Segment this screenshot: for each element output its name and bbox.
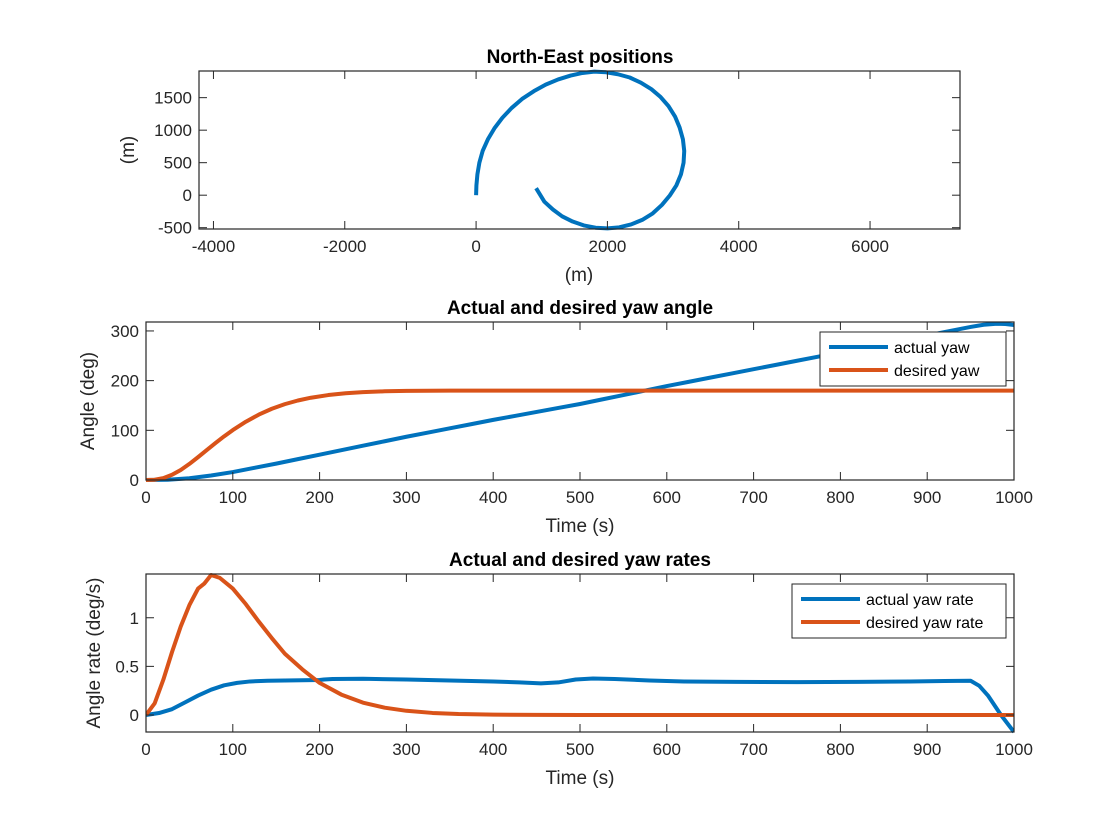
series-group	[146, 572, 1014, 734]
legend-label: desired yaw rate	[866, 615, 983, 632]
x-tick-label: 0	[141, 488, 150, 507]
y-tick-label: 500	[164, 154, 192, 173]
x-tick-label: 1000	[995, 488, 1033, 507]
x-tick-label: 500	[566, 488, 594, 507]
legend: actual yaw rate desired yaw rate	[791, 583, 1007, 639]
x-tick-label: -4000	[192, 237, 235, 256]
x-tick-label: 900	[913, 740, 941, 759]
x-tick-label: 0	[141, 740, 150, 759]
x-tick-label: 900	[913, 488, 941, 507]
x-tick-label: 600	[653, 488, 681, 507]
axes-box	[198, 70, 961, 230]
series-line-trajectory	[474, 69, 687, 231]
y-tick-label: 200	[111, 372, 139, 391]
series-line-desired-yaw	[146, 388, 1014, 482]
x-tick-label: 700	[739, 740, 767, 759]
legend-label: actual yaw	[894, 340, 970, 357]
series-group	[474, 69, 687, 231]
y-tick-label: 1000	[154, 121, 192, 140]
x-tick-label: 100	[219, 488, 247, 507]
x-tick-label: -2000	[323, 237, 366, 256]
y-tick-label: 1500	[154, 89, 192, 108]
x-tick-label: 6000	[851, 237, 889, 256]
legend: actual yaw desired yaw	[819, 331, 1007, 387]
y-tick-label: -500	[158, 219, 192, 238]
x-axis-label: Time (s)	[546, 516, 615, 537]
y-tick-label: 0	[130, 471, 139, 490]
chart-title: Actual and desired yaw angle	[447, 298, 713, 319]
x-tick-label: 800	[826, 740, 854, 759]
x-tick-label: 4000	[720, 237, 758, 256]
yaw-rate-plot: 0 100 200 300 400 500 600 700 800 900 1000 0 0.5 1 Act…	[84, 550, 1033, 789]
y-tick-label: 0.5	[115, 657, 139, 676]
x-tick-label: 0	[471, 237, 480, 256]
chart-title: Actual and desired yaw rates	[449, 550, 711, 571]
x-tick-label: 700	[739, 488, 767, 507]
x-tick-label: 800	[826, 488, 854, 507]
x-tick-label: 2000	[588, 237, 626, 256]
chart-title: North-East positions	[487, 47, 674, 68]
x-tick-label: 400	[479, 740, 507, 759]
x-tick-label: 100	[219, 740, 247, 759]
legend-label: actual yaw rate	[866, 592, 974, 609]
y-tick-label: 100	[111, 421, 139, 440]
legend-label: desired yaw	[894, 363, 980, 380]
y-axis-label: (m)	[118, 136, 139, 164]
series-line-desired-yaw-rate	[146, 572, 1014, 717]
y-axis-label: Angle rate (deg/s)	[84, 577, 105, 728]
y-tick-label: 1	[130, 609, 139, 628]
legend-box	[819, 331, 1007, 387]
x-tick-label: 500	[566, 740, 594, 759]
y-tick-label: 300	[111, 322, 139, 341]
yaw-angle-plot: 0 100 200 300 400 500 600 700 800 900 1000 0 100 200 3…	[78, 298, 1033, 537]
x-tick-label: 300	[392, 740, 420, 759]
x-tick-label: 400	[479, 488, 507, 507]
y-tick-label: 0	[183, 186, 192, 205]
x-tick-label: 300	[392, 488, 420, 507]
series-line-actual-yaw-rate	[146, 676, 1014, 734]
legend-box	[791, 583, 1007, 639]
x-tick-label: 200	[305, 740, 333, 759]
x-tick-label: 600	[653, 740, 681, 759]
x-axis-label: Time (s)	[546, 768, 615, 789]
north-east-positions-plot: -4000 -2000 0 2000 4000 6000 -500 0 500 1000 1500 N…	[118, 47, 961, 286]
y-axis-label: Angle (deg)	[78, 352, 99, 450]
x-axis-label: (m)	[565, 265, 593, 286]
x-tick-label: 1000	[995, 740, 1033, 759]
y-tick-label: 0	[130, 706, 139, 725]
x-tick-label: 200	[305, 488, 333, 507]
